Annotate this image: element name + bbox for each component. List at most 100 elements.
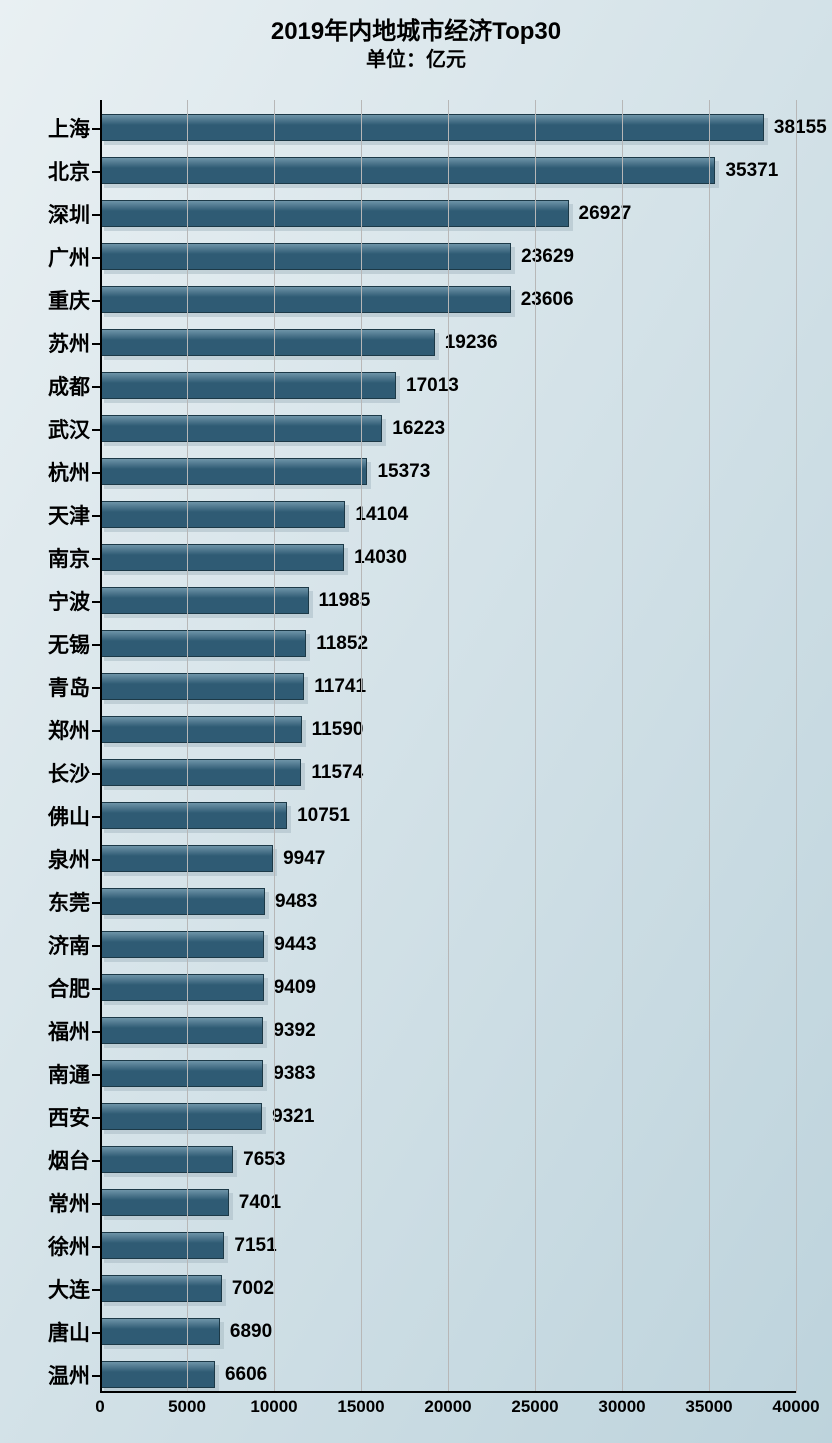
bar-value-label: 11590 <box>312 719 364 741</box>
bar <box>100 243 511 270</box>
chart-container: 2019年内地城市经济Top30 单位：亿元 上海38155北京35371深圳2… <box>0 0 832 1443</box>
bar-value-label: 9409 <box>274 977 316 999</box>
bar-value-label: 7653 <box>243 1149 285 1171</box>
category-label: 南京 <box>48 543 100 573</box>
bar <box>100 1232 224 1259</box>
category-label: 东莞 <box>48 887 100 917</box>
bar <box>100 1060 263 1087</box>
x-tick-label: 15000 <box>337 1397 384 1417</box>
grid-line <box>448 100 449 1393</box>
bar <box>100 1318 220 1345</box>
bar-value-label: 7002 <box>232 1278 274 1300</box>
bar <box>100 931 264 958</box>
chart-title: 2019年内地城市经济Top30 <box>0 0 832 47</box>
category-label: 长沙 <box>48 758 100 788</box>
bar <box>100 329 435 356</box>
bar-value-label: 9383 <box>273 1063 315 1085</box>
bar <box>100 1189 229 1216</box>
x-tick-label: 30000 <box>598 1397 645 1417</box>
bar <box>100 372 396 399</box>
bar <box>100 630 306 657</box>
bar-value-label: 23606 <box>521 289 574 311</box>
bar-value-label: 11574 <box>311 762 363 784</box>
x-tick-label: 0 <box>95 1397 104 1417</box>
category-label: 唐山 <box>48 1317 100 1347</box>
bar-value-label: 19236 <box>445 332 498 354</box>
bar <box>100 802 287 829</box>
category-label: 广州 <box>48 242 100 272</box>
category-label: 佛山 <box>48 801 100 831</box>
category-label: 北京 <box>48 156 100 186</box>
x-tick-label: 35000 <box>685 1397 732 1417</box>
bar-value-label: 38155 <box>774 117 827 139</box>
category-label: 合肥 <box>48 973 100 1003</box>
bar-value-label: 23629 <box>521 246 574 268</box>
grid-line <box>187 100 188 1393</box>
category-label: 泉州 <box>48 844 100 874</box>
bar-value-label: 6890 <box>230 1321 272 1343</box>
bar-value-label: 35371 <box>725 160 778 182</box>
x-axis-line <box>100 1391 796 1393</box>
grid-line <box>622 100 623 1393</box>
grid-line <box>796 100 797 1393</box>
bar <box>100 114 764 141</box>
bar-value-label: 10751 <box>297 805 350 827</box>
bar-value-label: 9443 <box>274 934 316 956</box>
bar-value-label: 11985 <box>319 590 371 612</box>
category-label: 温州 <box>48 1360 100 1390</box>
bar-value-label: 15373 <box>377 461 430 483</box>
x-tick-label: 20000 <box>424 1397 471 1417</box>
grid-line <box>274 100 275 1393</box>
category-label: 福州 <box>48 1016 100 1046</box>
bar <box>100 1103 262 1130</box>
category-label: 苏州 <box>48 328 100 358</box>
bar <box>100 716 302 743</box>
bar-value-label: 6606 <box>225 1364 267 1386</box>
bar <box>100 1017 263 1044</box>
bar-value-label: 14104 <box>355 504 408 526</box>
bar-value-label: 26927 <box>579 203 632 225</box>
category-label: 成都 <box>48 371 100 401</box>
bar <box>100 286 511 313</box>
category-label: 济南 <box>48 930 100 960</box>
category-label: 徐州 <box>48 1231 100 1261</box>
plot-area: 上海38155北京35371深圳26927广州23629重庆23606苏州192… <box>100 100 796 1393</box>
bar <box>100 888 265 915</box>
x-tick-label: 10000 <box>250 1397 297 1417</box>
chart-subtitle: 单位：亿元 <box>0 47 832 73</box>
bar-value-label: 9947 <box>283 848 325 870</box>
category-label: 武汉 <box>48 414 100 444</box>
bar <box>100 200 569 227</box>
bar-value-label: 9321 <box>272 1106 314 1128</box>
bar <box>100 587 309 614</box>
category-label: 青岛 <box>48 672 100 702</box>
bar <box>100 974 264 1001</box>
category-label: 宁波 <box>48 586 100 616</box>
category-label: 西安 <box>48 1102 100 1132</box>
category-label: 郑州 <box>48 715 100 745</box>
grid-line <box>709 100 710 1393</box>
category-label: 上海 <box>48 113 100 143</box>
bar-value-label: 7151 <box>234 1235 276 1257</box>
bar <box>100 759 301 786</box>
bar-value-label: 14030 <box>354 547 407 569</box>
bar <box>100 458 367 485</box>
category-label: 无锡 <box>48 629 100 659</box>
x-tick-label: 40000 <box>772 1397 819 1417</box>
bar <box>100 415 382 442</box>
category-label: 南通 <box>48 1059 100 1089</box>
grid-line <box>535 100 536 1393</box>
category-label: 大连 <box>48 1274 100 1304</box>
bar <box>100 157 715 184</box>
category-label: 重庆 <box>48 285 100 315</box>
bar-value-label: 16223 <box>392 418 445 440</box>
bar-value-label: 17013 <box>406 375 459 397</box>
bar <box>100 1146 233 1173</box>
bar-value-label: 11741 <box>314 676 366 698</box>
category-label: 深圳 <box>48 199 100 229</box>
category-label: 烟台 <box>48 1145 100 1175</box>
category-label: 天津 <box>48 500 100 530</box>
y-axis-line <box>100 100 102 1393</box>
x-tick-label: 5000 <box>168 1397 206 1417</box>
x-tick-label: 25000 <box>511 1397 558 1417</box>
